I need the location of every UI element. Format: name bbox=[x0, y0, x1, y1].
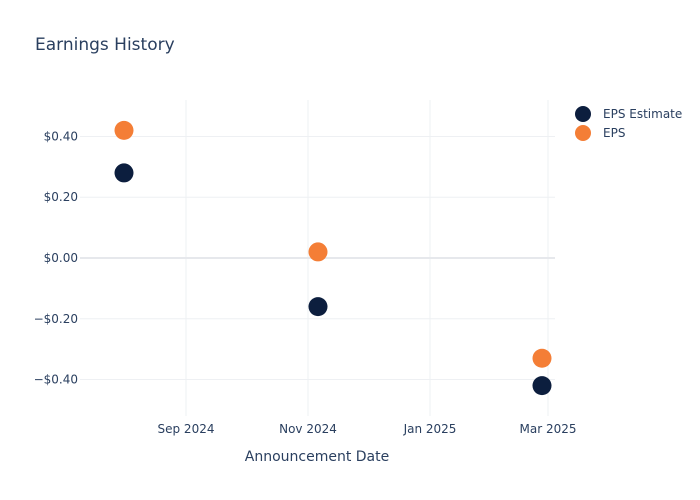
x-tick-label: Jan 2025 bbox=[403, 422, 457, 436]
legend-label[interactable]: EPS bbox=[603, 126, 625, 140]
data-points bbox=[114, 120, 552, 396]
legend: EPS Estimate EPS bbox=[575, 106, 682, 141]
x-axis-title: Announcement Date bbox=[245, 449, 389, 465]
y-tick-label: $0.20 bbox=[44, 190, 78, 204]
y-tick-label: $0.00 bbox=[44, 251, 78, 265]
legend-marker bbox=[575, 106, 591, 122]
y-tick-label: −$0.40 bbox=[34, 373, 78, 387]
eps-point[interactable] bbox=[532, 348, 552, 368]
chart-title: Earnings History bbox=[35, 35, 175, 55]
y-tick-label: $0.40 bbox=[44, 129, 78, 143]
eps-estimate-point[interactable] bbox=[114, 163, 134, 183]
legend-label[interactable]: EPS Estimate bbox=[603, 107, 682, 121]
x-tick-label: Sep 2024 bbox=[158, 422, 215, 436]
x-tick-label: Nov 2024 bbox=[279, 422, 337, 436]
eps-point[interactable] bbox=[308, 242, 328, 262]
legend-marker bbox=[575, 125, 591, 141]
eps-estimate-point[interactable] bbox=[532, 376, 552, 396]
eps-point[interactable] bbox=[114, 120, 134, 140]
eps-estimate-point[interactable] bbox=[308, 297, 328, 317]
y-axis-ticks: −$0.40 −$0.20 $0.00 $0.20 $0.40 bbox=[34, 129, 78, 386]
y-tick-label: −$0.20 bbox=[34, 312, 78, 326]
x-axis-ticks: Sep 2024 Nov 2024 Jan 2025 Mar 2025 bbox=[158, 422, 577, 436]
x-tick-label: Mar 2025 bbox=[520, 422, 577, 436]
